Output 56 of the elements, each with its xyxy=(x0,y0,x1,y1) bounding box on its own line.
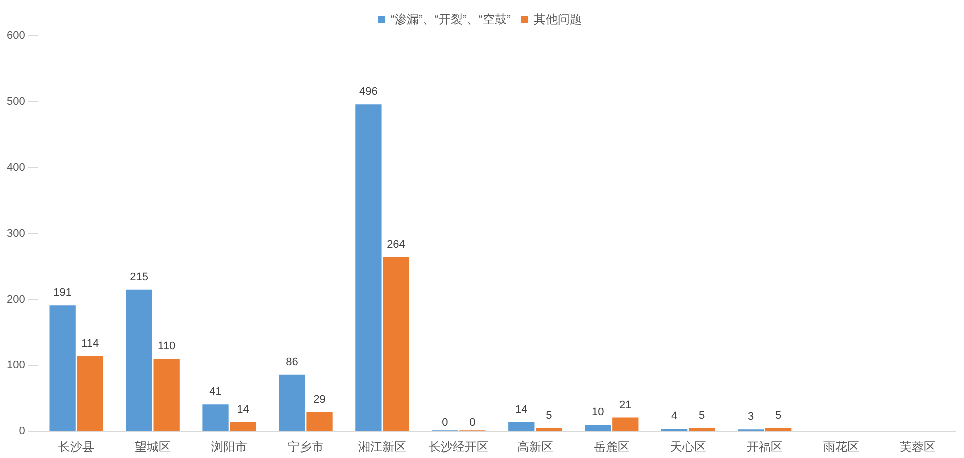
bar xyxy=(536,428,562,432)
bar xyxy=(585,425,612,432)
legend-label: “渗漏”、“开裂”、“空鼓” xyxy=(391,12,511,26)
bar xyxy=(230,422,256,432)
x-tick-label: 岳麓区 xyxy=(594,440,630,454)
x-tick-label: 高新区 xyxy=(517,440,554,454)
bar xyxy=(154,359,180,432)
data-label: 14 xyxy=(516,404,528,416)
data-label: 21 xyxy=(620,399,632,412)
x-tick-label: 浏阳市 xyxy=(212,440,248,454)
data-label: 110 xyxy=(158,340,176,353)
data-label: 0 xyxy=(470,417,476,430)
y-tick-label: 400 xyxy=(6,162,26,174)
data-label: 114 xyxy=(82,338,100,350)
y-tick-label: 300 xyxy=(6,228,26,240)
x-tick-label: 天心区 xyxy=(670,440,706,454)
legend-label: 其他问题 xyxy=(534,12,582,26)
bar xyxy=(662,428,688,432)
data-label: 86 xyxy=(286,356,298,368)
x-tick-label: 宁乡市 xyxy=(288,440,324,454)
data-label: 264 xyxy=(387,239,406,252)
bar xyxy=(306,412,333,432)
y-tick-label: 600 xyxy=(6,30,26,42)
bar xyxy=(508,422,535,432)
x-tick-label: 开福区 xyxy=(746,440,783,454)
bar xyxy=(126,290,152,432)
y-tick-label: 100 xyxy=(6,360,26,372)
y-tick-label: 500 xyxy=(6,96,26,108)
bar xyxy=(202,404,229,432)
data-label: 41 xyxy=(210,386,222,398)
x-tick-label: 长沙经开区 xyxy=(428,440,489,454)
data-label: 0 xyxy=(442,417,448,430)
data-label: 5 xyxy=(546,410,552,422)
bar xyxy=(356,104,382,432)
x-tick-label: 芙蓉区 xyxy=(900,440,936,454)
data-label: 215 xyxy=(130,271,148,284)
data-label: 29 xyxy=(314,394,326,406)
bar xyxy=(612,418,639,432)
data-label: 4 xyxy=(672,410,678,422)
x-tick-label: 长沙县 xyxy=(58,440,95,454)
data-label: 14 xyxy=(237,404,250,416)
data-label: 191 xyxy=(54,287,72,300)
bar xyxy=(383,258,410,432)
bar xyxy=(279,374,306,432)
data-label: 5 xyxy=(699,410,706,422)
x-tick-label: 望城区 xyxy=(135,440,172,454)
y-tick-label: 0 xyxy=(19,426,26,438)
data-label: 5 xyxy=(776,410,782,422)
x-tick-label: 雨花区 xyxy=(823,440,860,454)
data-label: 496 xyxy=(360,86,378,98)
bar xyxy=(77,356,104,432)
data-label: 10 xyxy=(592,406,604,419)
data-label: 3 xyxy=(748,411,754,424)
x-tick-label: 湘江新区 xyxy=(358,440,406,454)
bar xyxy=(50,306,76,432)
y-tick-label: 200 xyxy=(6,294,26,306)
